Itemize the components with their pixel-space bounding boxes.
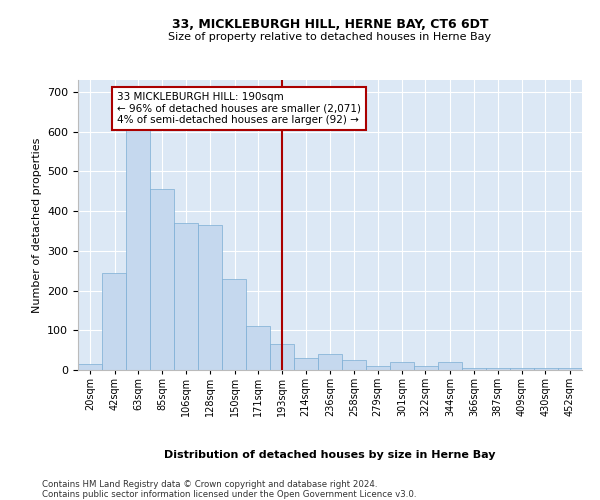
Bar xyxy=(246,326,270,370)
Bar xyxy=(150,189,174,370)
Bar xyxy=(510,368,534,370)
Bar xyxy=(270,344,294,370)
Bar xyxy=(486,368,510,370)
Text: 33 MICKLEBURGH HILL: 190sqm
← 96% of detached houses are smaller (2,071)
4% of s: 33 MICKLEBURGH HILL: 190sqm ← 96% of det… xyxy=(117,92,361,125)
Bar xyxy=(414,366,437,370)
Bar xyxy=(534,368,557,370)
Bar xyxy=(318,354,342,370)
Text: Contains HM Land Registry data © Crown copyright and database right 2024.
Contai: Contains HM Land Registry data © Crown c… xyxy=(42,480,416,500)
Bar xyxy=(557,368,582,370)
Bar xyxy=(437,362,462,370)
Bar xyxy=(223,278,246,370)
Bar xyxy=(342,360,366,370)
Bar xyxy=(78,364,103,370)
Bar xyxy=(390,362,414,370)
Bar xyxy=(462,368,486,370)
Bar xyxy=(126,112,150,370)
Bar xyxy=(366,366,390,370)
Text: Distribution of detached houses by size in Herne Bay: Distribution of detached houses by size … xyxy=(164,450,496,460)
Text: Size of property relative to detached houses in Herne Bay: Size of property relative to detached ho… xyxy=(169,32,491,42)
Bar xyxy=(198,225,223,370)
Bar xyxy=(294,358,318,370)
Text: 33, MICKLEBURGH HILL, HERNE BAY, CT6 6DT: 33, MICKLEBURGH HILL, HERNE BAY, CT6 6DT xyxy=(172,18,488,30)
Bar xyxy=(103,274,126,370)
Y-axis label: Number of detached properties: Number of detached properties xyxy=(32,138,41,312)
Bar xyxy=(174,223,198,370)
